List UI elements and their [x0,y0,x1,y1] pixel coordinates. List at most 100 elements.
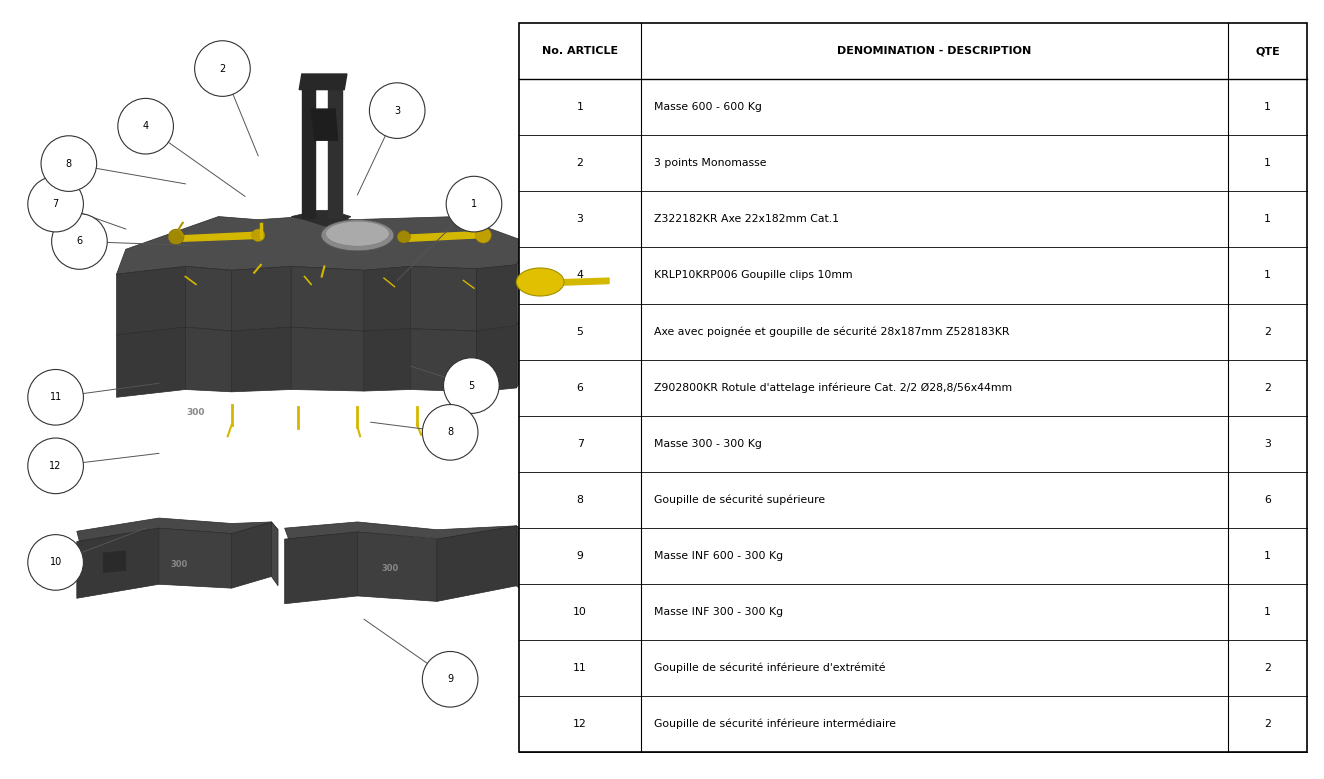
Text: 1: 1 [1264,551,1271,561]
Text: 1: 1 [1264,158,1271,168]
Text: 1: 1 [1264,214,1271,224]
Text: 8: 8 [448,428,453,437]
Text: Masse 300 - 300 Kg: Masse 300 - 300 Kg [654,439,763,449]
Polygon shape [103,551,126,573]
Text: 8: 8 [66,159,71,168]
Text: 12: 12 [573,719,587,728]
Text: 1: 1 [1264,102,1271,112]
Text: 5: 5 [469,381,474,390]
Ellipse shape [28,438,83,494]
Text: Masse INF 300 - 300 Kg: Masse INF 300 - 300 Kg [654,607,784,617]
Polygon shape [117,327,185,397]
Ellipse shape [326,221,389,246]
Ellipse shape [252,229,265,241]
Text: 2: 2 [577,158,584,168]
Polygon shape [516,243,530,326]
Polygon shape [410,266,477,331]
Polygon shape [77,518,278,541]
Text: 1: 1 [577,102,584,112]
Text: 2: 2 [1264,663,1271,673]
Polygon shape [516,526,530,597]
Ellipse shape [446,176,502,232]
Text: 9: 9 [577,551,584,561]
Polygon shape [176,232,258,241]
Text: QTE: QTE [1255,47,1280,56]
Ellipse shape [320,220,395,251]
Text: DENOMINATION - DESCRIPTION: DENOMINATION - DESCRIPTION [838,47,1031,56]
Text: 11: 11 [573,663,587,673]
Text: No. ARTICLE: No. ARTICLE [542,47,618,56]
Polygon shape [404,231,483,241]
Ellipse shape [41,136,97,192]
Ellipse shape [28,176,83,232]
Ellipse shape [28,534,83,590]
Text: Z902800KR Rotule d'attelage inférieure Cat. 2/2 Ø28,8/56x44mm: Z902800KR Rotule d'attelage inférieure C… [654,382,1013,393]
Text: 3: 3 [1264,439,1271,449]
Ellipse shape [475,227,491,243]
Text: 6: 6 [1264,495,1271,505]
Ellipse shape [118,98,173,154]
Text: 2: 2 [1264,382,1271,393]
Polygon shape [410,329,477,392]
Polygon shape [232,522,271,588]
Text: 10: 10 [573,607,587,617]
Text: 11: 11 [49,393,62,402]
Text: 300: 300 [187,408,205,418]
Polygon shape [285,522,530,539]
Polygon shape [271,522,278,586]
Polygon shape [185,327,232,392]
Text: 1: 1 [1264,607,1271,617]
Text: Masse INF 600 - 300 Kg: Masse INF 600 - 300 Kg [654,551,784,561]
Polygon shape [516,304,530,388]
Polygon shape [302,86,315,218]
Circle shape [516,268,564,296]
Text: 300: 300 [381,564,400,573]
Polygon shape [77,528,159,598]
Text: 2: 2 [1264,326,1271,337]
Text: 6: 6 [577,382,584,393]
Ellipse shape [28,369,83,425]
Text: 4: 4 [577,270,584,280]
Polygon shape [232,327,291,392]
Polygon shape [291,266,364,331]
Polygon shape [285,532,357,604]
Polygon shape [328,86,342,218]
Text: 3 points Monomasse: 3 points Monomasse [654,158,767,168]
Polygon shape [311,109,338,140]
Polygon shape [364,266,410,331]
Polygon shape [117,217,530,274]
Ellipse shape [168,229,184,245]
Ellipse shape [422,651,478,707]
Ellipse shape [52,213,107,270]
Ellipse shape [397,231,410,243]
Polygon shape [357,532,437,601]
Text: Goupille de sécurité inférieure d'extrémité: Goupille de sécurité inférieure d'extrém… [654,662,886,673]
Text: 10: 10 [49,558,62,567]
Text: 1: 1 [471,199,477,209]
Text: KRLP10KRP006 Goupille clips 10mm: KRLP10KRP006 Goupille clips 10mm [654,270,853,280]
Text: 6: 6 [77,237,82,246]
Polygon shape [477,265,516,331]
Text: 2: 2 [1264,719,1271,728]
Polygon shape [117,266,185,335]
Polygon shape [299,74,347,90]
Polygon shape [540,278,609,286]
Polygon shape [437,526,516,601]
Text: Goupille de sécurité inférieure intermédiaire: Goupille de sécurité inférieure interméd… [654,718,896,729]
Text: 4: 4 [143,122,148,131]
Text: 3: 3 [577,214,584,224]
Polygon shape [232,266,291,331]
Polygon shape [291,327,364,391]
Ellipse shape [444,358,499,414]
Ellipse shape [369,83,425,139]
Text: 8: 8 [577,495,584,505]
Text: Goupille de sécurité supérieure: Goupille de sécurité supérieure [654,495,825,505]
Polygon shape [159,528,232,588]
Polygon shape [291,210,351,226]
Polygon shape [185,266,232,331]
Text: 9: 9 [448,675,453,684]
Polygon shape [477,326,516,392]
Text: 1: 1 [1264,270,1271,280]
Text: 5: 5 [577,326,584,337]
Text: 12: 12 [49,461,62,471]
